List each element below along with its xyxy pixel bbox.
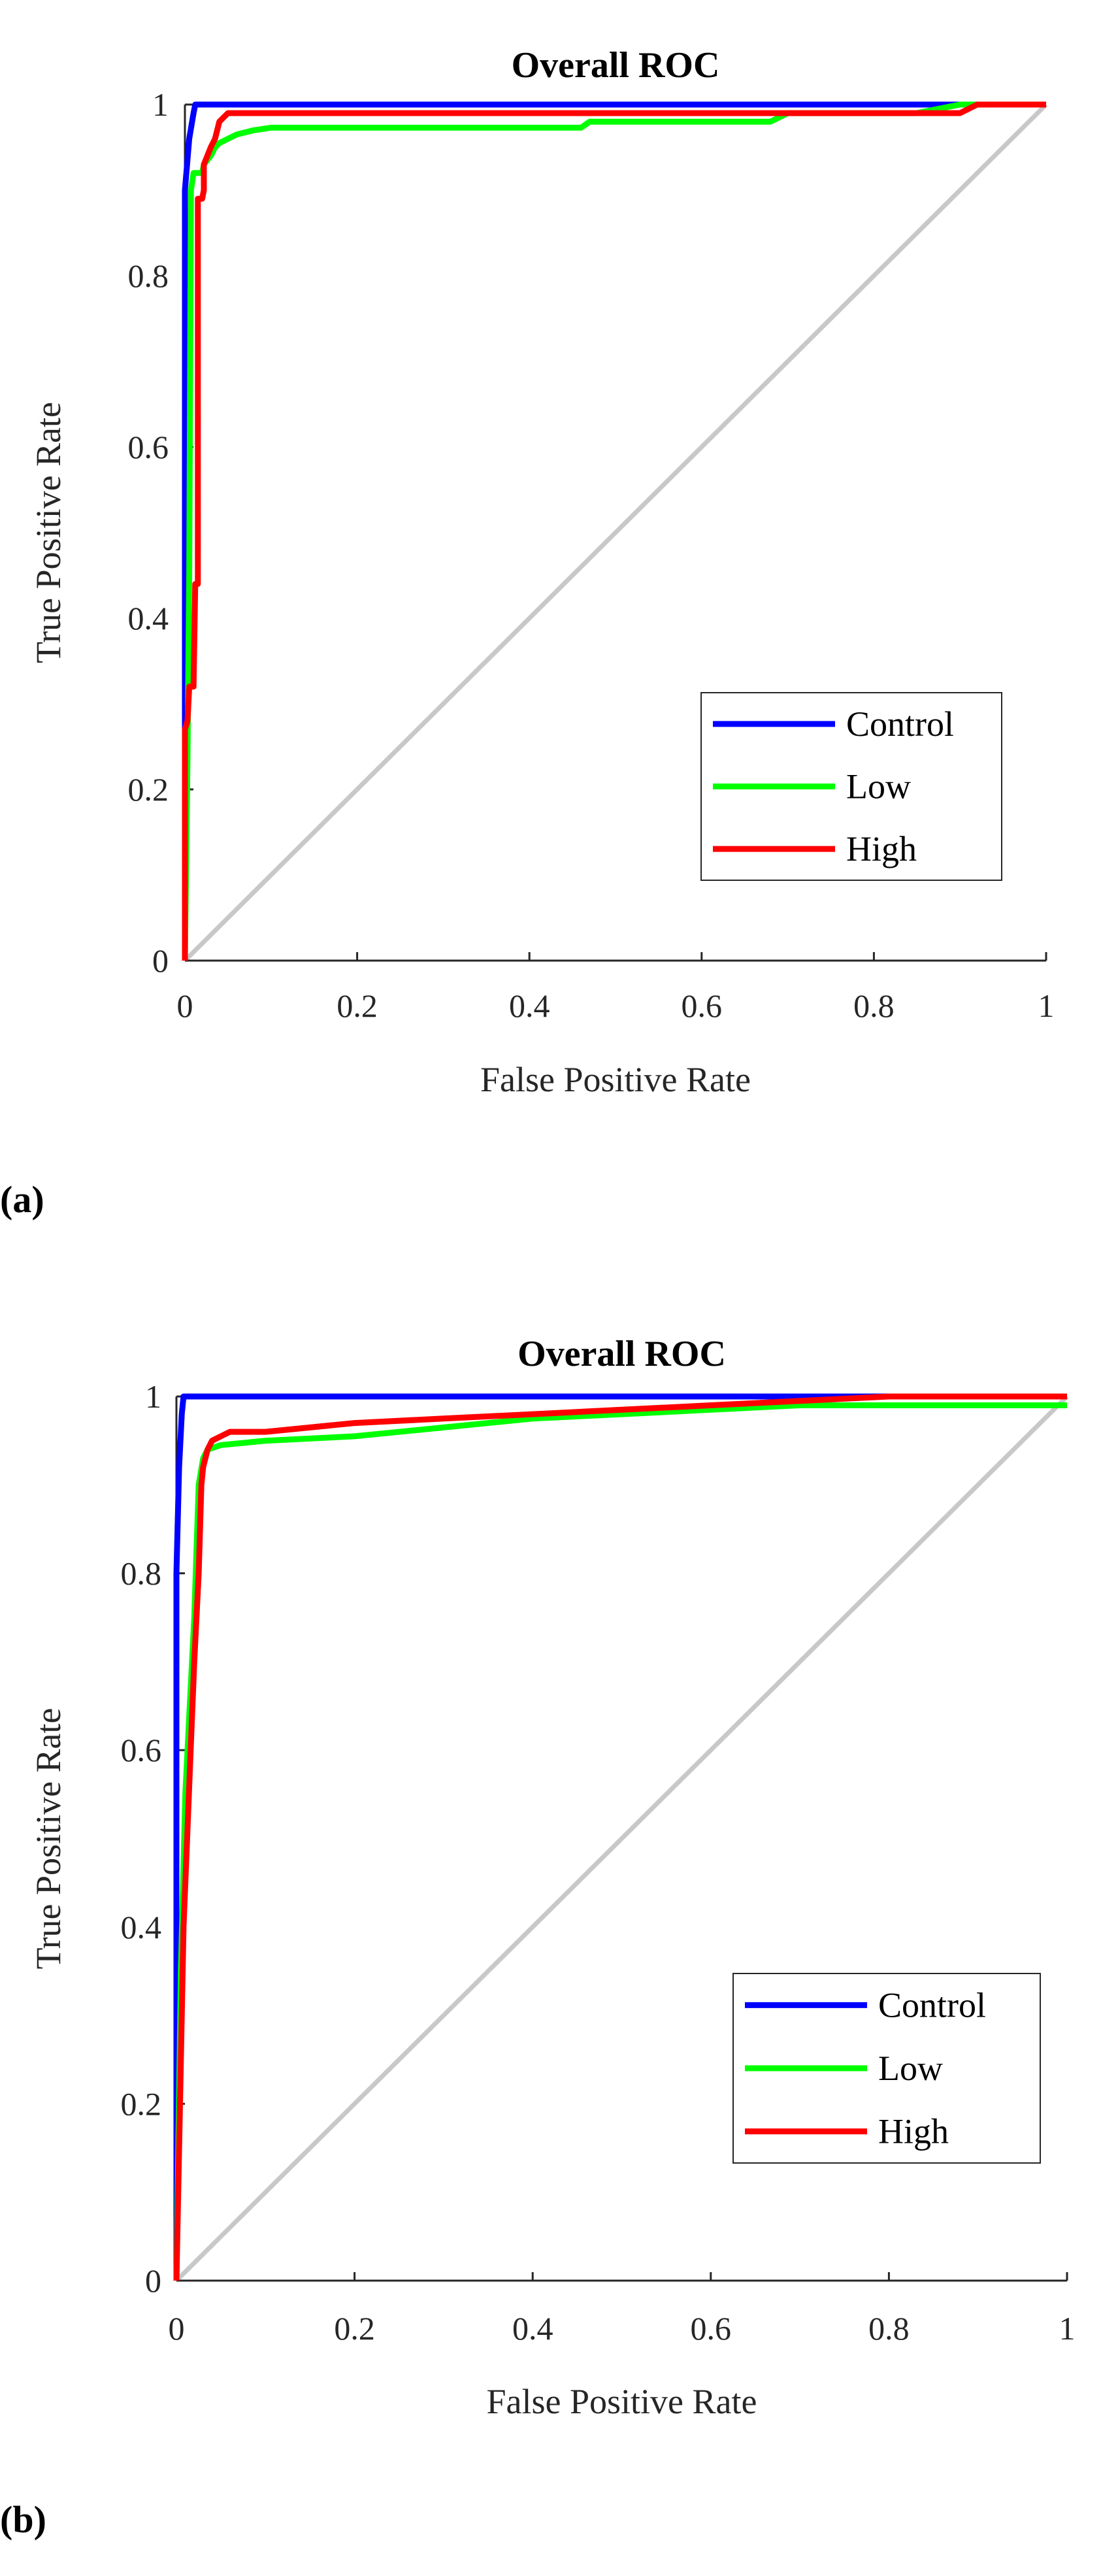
panels-root: Overall ROC 0 0.2 0.4 0.6 0.8 1 0 0.2 0.4 0.6 0.8 1 F… <box>0 45 1076 2541</box>
legend-label-high: High <box>846 829 917 868</box>
y-tick-label: 0.6 <box>121 1732 162 1768</box>
chance-diagonal-line <box>174 1395 1069 2283</box>
y-tick-label: 1 <box>145 1378 161 1415</box>
legend-label-high: High <box>878 2112 949 2151</box>
x-tick-label: 0.8 <box>868 2310 910 2347</box>
x-axis-title: False Positive Rate <box>487 2382 757 2421</box>
y-tick-label: 0.2 <box>121 2085 162 2122</box>
panel-label: (a) <box>0 1178 44 1221</box>
y-axis-title: True Positive Rate <box>29 1708 68 1969</box>
x-tick-label: 1 <box>1038 987 1055 1024</box>
series-line-high <box>182 101 1046 961</box>
chart-title: Overall ROC <box>512 45 720 86</box>
x-axis-title: False Positive Rate <box>480 1060 751 1099</box>
legend-label-low: Low <box>846 767 911 806</box>
y-tick-label: 0.2 <box>128 771 169 808</box>
y-tick-label: 0.8 <box>121 1555 162 1592</box>
x-tick-label: 0.6 <box>682 987 723 1024</box>
legend-label-control: Control <box>846 704 954 744</box>
legend-label-low: Low <box>878 2049 943 2088</box>
chance-diagonal-line <box>183 103 1048 963</box>
x-tick-label: 0 <box>169 2310 185 2347</box>
x-tick-label: 0.2 <box>334 2310 375 2347</box>
chart-panel-a: Overall ROC 0 0.2 0.4 0.6 0.8 1 0 0.2 0.4 0.6 0.8 1 F… <box>0 45 1055 1221</box>
y-tick-label: 0.4 <box>121 1909 162 1945</box>
legend-label-control: Control <box>878 1985 986 2024</box>
x-tick-label: 0.2 <box>337 987 378 1024</box>
series-line-high <box>173 1393 1067 2281</box>
chart-panel-b: Overall ROC 0 0.2 0.4 0.6 0.8 1 0 0.2 0.4 0.6 0.8 1 F… <box>0 1334 1076 2541</box>
y-tick-label: 0.6 <box>128 429 169 465</box>
x-tick-label: 0.4 <box>512 2310 553 2347</box>
y-axis-title: True Positive Rate <box>29 402 68 663</box>
x-tick-label: 0.8 <box>853 987 895 1024</box>
x-tick-label: 0.6 <box>691 2310 732 2347</box>
y-tick-label: 0 <box>152 942 169 979</box>
series-line-low <box>182 101 1046 961</box>
legend: Control Low High <box>732 1973 1041 2164</box>
x-tick-label: 0 <box>177 987 193 1024</box>
y-tick-label: 0 <box>145 2262 161 2299</box>
series-line-control <box>182 101 1046 961</box>
y-tick-label: 1 <box>152 86 169 123</box>
x-tick-label: 1 <box>1059 2310 1076 2347</box>
panel-label: (b) <box>0 2498 46 2541</box>
chart-title: Overall ROC <box>518 1334 726 1374</box>
y-tick-label: 0.8 <box>128 257 169 294</box>
series-line-control <box>173 1393 1067 2281</box>
y-tick-label: 0.4 <box>128 600 169 636</box>
x-tick-label: 0.4 <box>509 987 550 1024</box>
legend: Control Low High <box>700 692 1002 881</box>
